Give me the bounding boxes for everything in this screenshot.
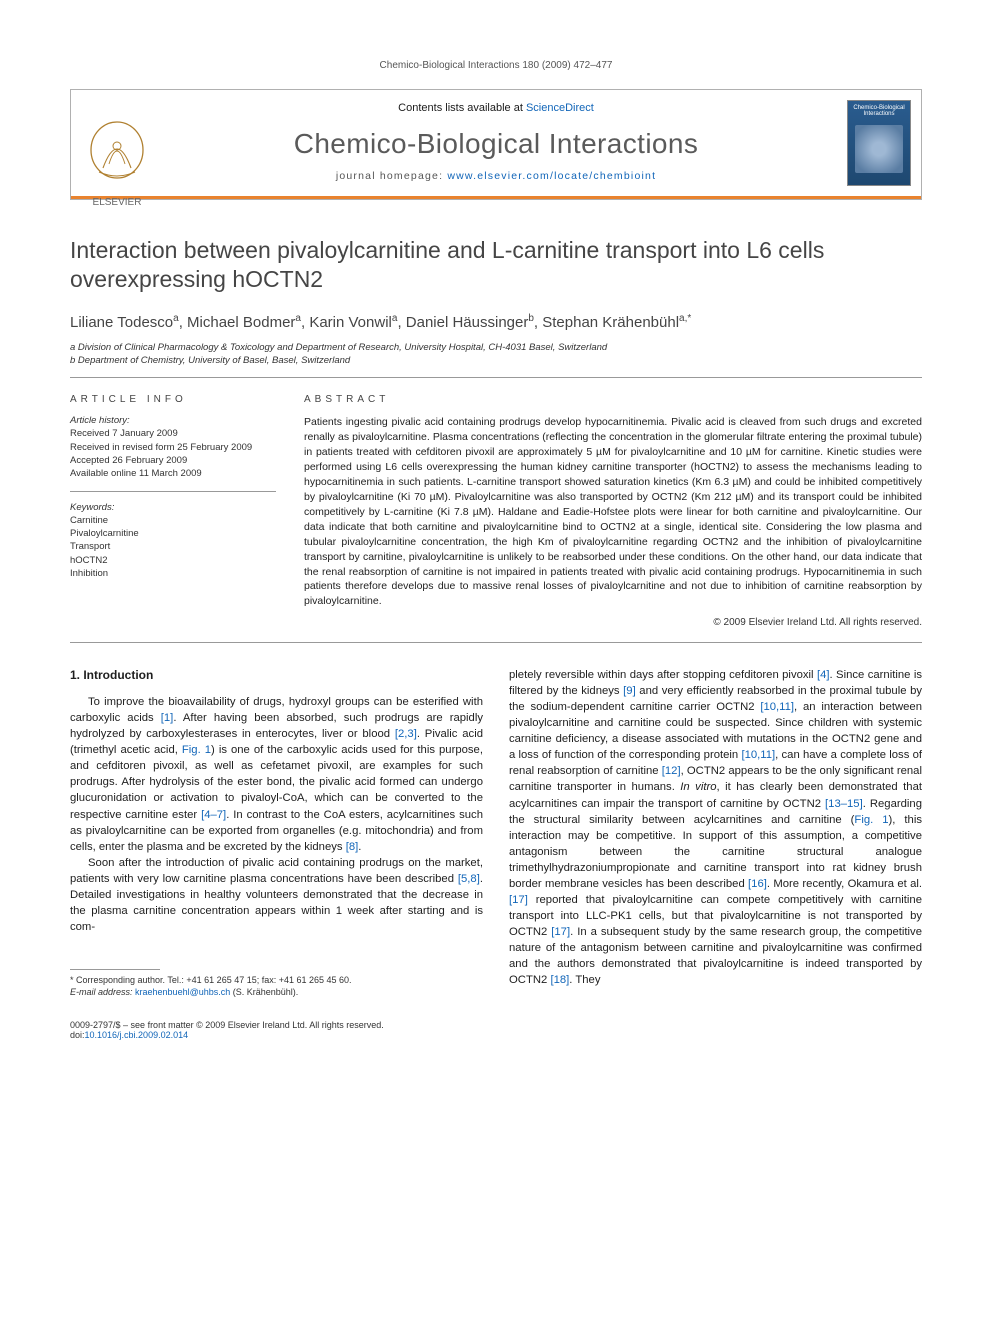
abstract-column: ABSTRACT Patients ingesting pivalic acid… bbox=[304, 394, 922, 628]
history-accepted: Accepted 26 February 2009 bbox=[70, 454, 276, 467]
journal-homepage-link[interactable]: www.elsevier.com/locate/chembioint bbox=[447, 170, 656, 182]
abstract-text: Patients ingesting pivalic acid containi… bbox=[304, 415, 922, 609]
front-matter-line: 0009-2797/$ – see front matter © 2009 El… bbox=[70, 1020, 384, 1030]
abstract-copyright: © 2009 Elsevier Ireland Ltd. All rights … bbox=[304, 617, 922, 628]
history-title: Article history: bbox=[70, 415, 276, 426]
cover-image bbox=[855, 125, 903, 173]
footnote-separator bbox=[70, 969, 160, 970]
article-title: Interaction between pivaloylcarnitine an… bbox=[70, 236, 922, 295]
keyword: Inhibition bbox=[70, 567, 276, 580]
article-info-column: ARTICLE INFO Article history: Received 7… bbox=[70, 394, 276, 628]
elsevier-label: ELSEVIER bbox=[85, 197, 149, 208]
keyword: Transport bbox=[70, 540, 276, 553]
section-heading-introduction: 1. Introduction bbox=[70, 667, 483, 684]
page-footer: 0009-2797/$ – see front matter © 2009 El… bbox=[70, 1020, 922, 1040]
footnote-email-link[interactable]: kraehenbuehl@uhbs.ch bbox=[135, 987, 230, 997]
keyword: hOCTN2 bbox=[70, 554, 276, 567]
affiliation-b: b Department of Chemistry, University of… bbox=[70, 354, 922, 367]
article-info-heading: ARTICLE INFO bbox=[70, 394, 276, 405]
rule bbox=[70, 642, 922, 643]
authors-line: Liliane Todescoa, Michael Bodmera, Karin… bbox=[70, 313, 922, 331]
cover-title: Chemico-Biological Interactions bbox=[848, 101, 910, 121]
journal-homepage-line: journal homepage: www.elsevier.com/locat… bbox=[71, 170, 921, 196]
doi-prefix: doi: bbox=[70, 1030, 85, 1040]
doi-link[interactable]: 10.1016/j.cbi.2009.02.014 bbox=[85, 1030, 189, 1040]
contents-available: Contents lists available at ScienceDirec… bbox=[71, 90, 921, 120]
history-revised: Received in revised form 25 February 200… bbox=[70, 441, 276, 454]
orange-rule bbox=[71, 196, 921, 199]
journal-cover-thumb: Chemico-Biological Interactions bbox=[847, 100, 911, 186]
homepage-prefix: journal homepage: bbox=[336, 170, 448, 182]
elsevier-logo: ELSEVIER bbox=[85, 120, 149, 208]
running-header: Chemico-Biological Interactions 180 (200… bbox=[70, 60, 922, 71]
affiliations: a Division of Clinical Pharmacology & To… bbox=[70, 341, 922, 368]
keyword: Carnitine bbox=[70, 514, 276, 527]
sciencedirect-link[interactable]: ScienceDirect bbox=[526, 102, 594, 114]
body-paragraph: To improve the bioavailability of drugs,… bbox=[70, 694, 483, 854]
abstract-heading: ABSTRACT bbox=[304, 394, 922, 405]
footnote-email-label: E-mail address: bbox=[70, 987, 135, 997]
history-received: Received 7 January 2009 bbox=[70, 427, 276, 440]
history-online: Available online 11 March 2009 bbox=[70, 467, 276, 480]
journal-header-box: ELSEVIER Chemico-Biological Interactions… bbox=[70, 89, 922, 200]
contents-prefix: Contents lists available at bbox=[398, 102, 526, 114]
body-paragraph: pletely reversible within days after sto… bbox=[509, 667, 922, 988]
keywords-title: Keywords: bbox=[70, 502, 276, 513]
affiliation-a: a Division of Clinical Pharmacology & To… bbox=[70, 341, 922, 354]
journal-title: Chemico-Biological Interactions bbox=[294, 128, 699, 159]
footnote-email-tail: (S. Krähenbühl). bbox=[230, 987, 298, 997]
footnote-corr: * Corresponding author. Tel.: +41 61 265… bbox=[70, 974, 483, 986]
keyword: Pivaloylcarnitine bbox=[70, 527, 276, 540]
corresponding-author-footnote: * Corresponding author. Tel.: +41 61 265… bbox=[70, 974, 483, 998]
body-paragraph: Soon after the introduction of pivalic a… bbox=[70, 855, 483, 935]
body-two-column: 1. Introduction To improve the bioavaila… bbox=[70, 667, 922, 998]
